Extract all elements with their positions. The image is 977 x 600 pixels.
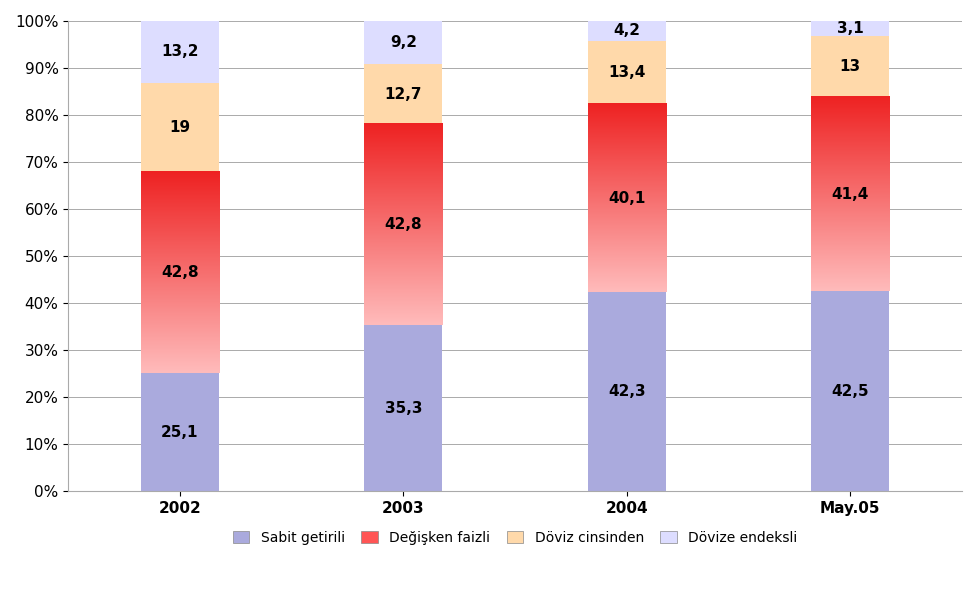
Text: 42,5: 42,5 [831, 384, 870, 399]
Bar [811, 35, 889, 97]
Text: 40,1: 40,1 [608, 191, 646, 206]
Text: 35,3: 35,3 [385, 401, 422, 416]
Text: 42,3: 42,3 [608, 385, 646, 400]
Text: 42,8: 42,8 [161, 265, 198, 280]
Text: 41,4: 41,4 [831, 187, 869, 202]
Text: 4,2: 4,2 [614, 23, 640, 38]
Text: 13,2: 13,2 [161, 44, 198, 59]
Bar [364, 325, 443, 491]
Text: 42,8: 42,8 [385, 217, 422, 232]
Text: 13: 13 [839, 59, 861, 74]
Bar [364, 64, 443, 124]
Bar [364, 21, 443, 64]
Legend: Sabit getirili, Değişken faizli, Döviz cinsinden, Dövize endeksli: Sabit getirili, Değişken faizli, Döviz c… [228, 525, 803, 550]
Text: 12,7: 12,7 [385, 86, 422, 101]
Bar [141, 373, 219, 491]
Bar [588, 41, 666, 104]
Text: 13,4: 13,4 [608, 65, 646, 80]
Bar [811, 21, 889, 35]
Text: 25,1: 25,1 [161, 425, 198, 440]
Bar [588, 21, 666, 41]
Text: 19: 19 [169, 120, 191, 135]
Text: 9,2: 9,2 [390, 35, 417, 50]
Bar [141, 20, 219, 83]
Bar [588, 292, 666, 491]
Bar [141, 83, 219, 172]
Text: 3,1: 3,1 [837, 21, 864, 36]
Bar [811, 292, 889, 491]
